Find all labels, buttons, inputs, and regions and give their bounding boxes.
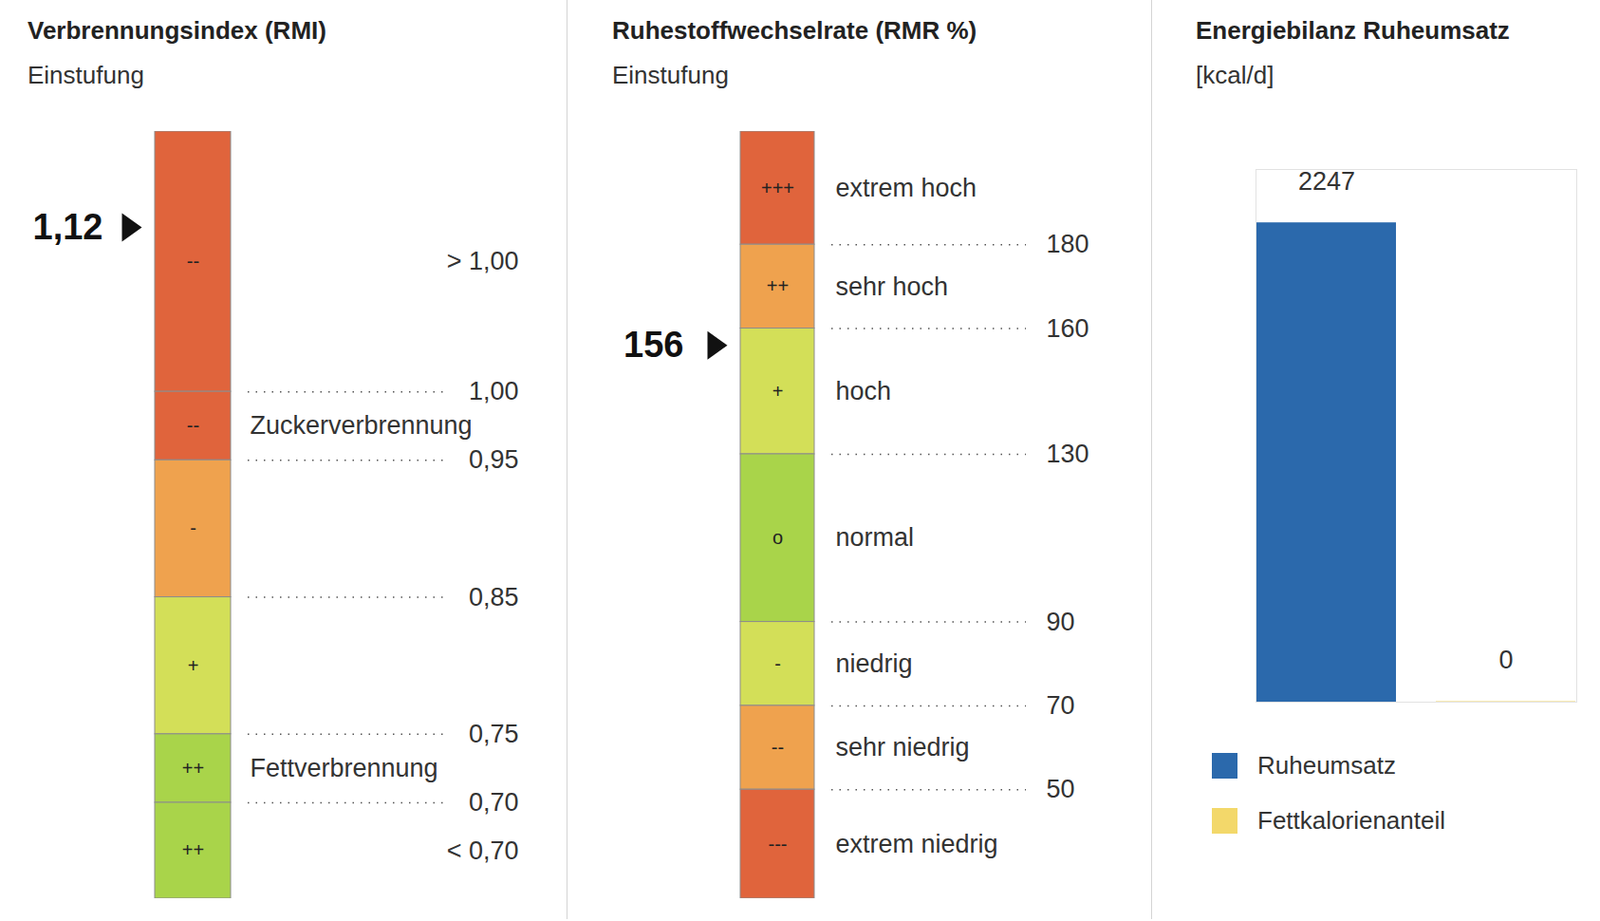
svg-text:--: -- bbox=[771, 736, 784, 758]
svg-text:hoch: hoch bbox=[836, 376, 893, 406]
svg-text:+: + bbox=[772, 380, 784, 402]
svg-text:0: 0 bbox=[1498, 645, 1513, 674]
svg-text:2247: 2247 bbox=[1298, 167, 1356, 196]
svg-text:1,12: 1,12 bbox=[33, 206, 104, 247]
html-text:Fettkalorienanteil: Fettkalorienanteil bbox=[1257, 805, 1446, 834]
svg-text:++: ++ bbox=[766, 275, 789, 297]
html-text:Energiebilanz Ruheumsatz: Energiebilanz Ruheumsatz bbox=[1195, 16, 1510, 45]
svg-text:--: -- bbox=[186, 250, 200, 272]
svg-text:++: ++ bbox=[182, 838, 205, 860]
svg-text:+: + bbox=[187, 654, 200, 676]
svg-text:Zuckerverbrennung: Zuckerverbrennung bbox=[250, 410, 473, 440]
svg-text:++: ++ bbox=[182, 757, 205, 779]
svg-text:0,75: 0,75 bbox=[468, 719, 520, 748]
svg-text:+++: +++ bbox=[761, 177, 795, 199]
svg-text:-: - bbox=[774, 652, 782, 674]
svg-text:sehr hoch: sehr hoch bbox=[836, 272, 949, 301]
svg-text:130: 130 bbox=[1046, 439, 1090, 468]
svg-text:50: 50 bbox=[1046, 774, 1076, 803]
svg-text:0,85: 0,85 bbox=[468, 582, 520, 612]
svg-text:--: -- bbox=[186, 414, 200, 436]
svg-text:1,00: 1,00 bbox=[468, 376, 520, 406]
html-text:Verbrennungsindex (RMI): Verbrennungsindex (RMI) bbox=[27, 16, 327, 45]
svg-text:160: 160 bbox=[1046, 314, 1090, 343]
html-text:Ruhestoffwechselrate (RMR %): Ruhestoffwechselrate (RMR %) bbox=[612, 16, 977, 45]
svg-text:Fettverbrennung: Fettverbrennung bbox=[250, 753, 439, 782]
svg-text:extrem hoch: extrem hoch bbox=[836, 173, 978, 203]
svg-text:< 0,70: < 0,70 bbox=[446, 836, 520, 865]
svg-text:o: o bbox=[772, 526, 783, 548]
svg-text:sehr niedrig: sehr niedrig bbox=[836, 732, 970, 762]
html-text:Einstufung: Einstufung bbox=[27, 60, 145, 90]
svg-text:90: 90 bbox=[1046, 607, 1076, 636]
svg-text:---: --- bbox=[768, 833, 788, 855]
svg-text:70: 70 bbox=[1046, 690, 1076, 720]
svg-text:extrem niedrig: extrem niedrig bbox=[836, 829, 999, 858]
svg-text:156: 156 bbox=[623, 324, 684, 365]
html-text:[kcal/d]: [kcal/d] bbox=[1195, 60, 1274, 90]
svg-text:normal: normal bbox=[836, 522, 915, 552]
svg-text:0,95: 0,95 bbox=[468, 445, 520, 474]
svg-text:niedrig: niedrig bbox=[836, 649, 913, 678]
html-text:Einstufung: Einstufung bbox=[612, 60, 729, 90]
svg-text:180: 180 bbox=[1046, 229, 1090, 259]
html-text:Ruheumsatz: Ruheumsatz bbox=[1257, 750, 1396, 779]
svg-text:> 1,00: > 1,00 bbox=[446, 246, 520, 276]
svg-text:-: - bbox=[189, 517, 197, 539]
svg-text:0,70: 0,70 bbox=[468, 787, 520, 817]
